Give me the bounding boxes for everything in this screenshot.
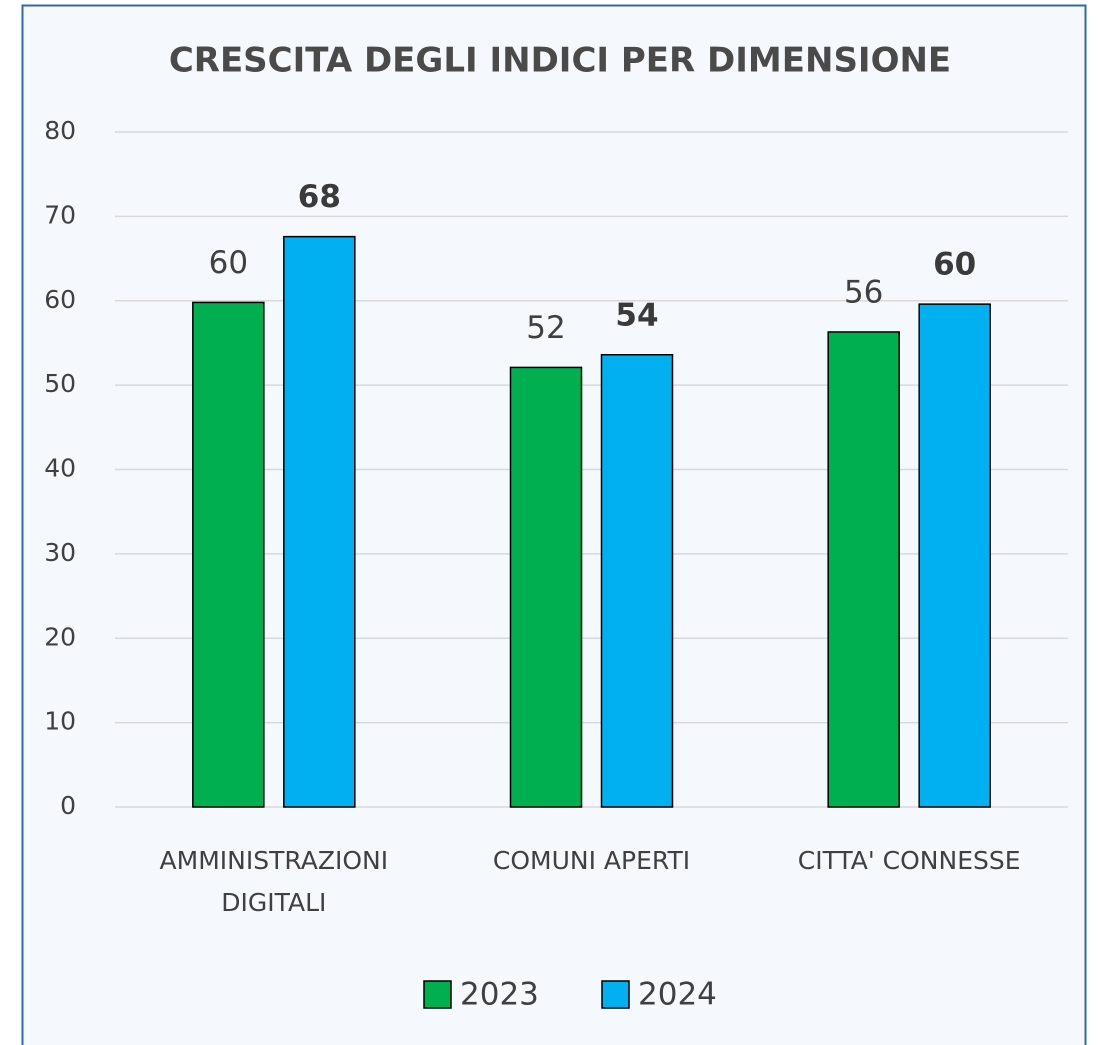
x-tick-label-box: COMUNI APERTI bbox=[492, 846, 691, 875]
legend-label: 2024 bbox=[638, 977, 717, 1013]
data-label: 60 bbox=[933, 247, 976, 283]
y-tick-label: 80 bbox=[44, 116, 76, 145]
bar bbox=[192, 301, 265, 808]
x-tick-label-box: AMMINISTRAZIONI DIGITALI bbox=[159, 846, 389, 917]
x-tick-label: CITTA' CONNESSE bbox=[797, 846, 1021, 875]
data-label: 54 bbox=[615, 297, 658, 333]
data-label: 52 bbox=[526, 310, 565, 346]
bar bbox=[918, 303, 991, 808]
y-tick-label: 10 bbox=[44, 707, 76, 736]
bar bbox=[283, 235, 356, 808]
x-tick-label-box: CITTA' CONNESSE bbox=[797, 846, 1021, 875]
legend-swatch bbox=[423, 980, 452, 1009]
y-tick-label: 50 bbox=[44, 369, 76, 398]
data-label: 68 bbox=[298, 179, 341, 215]
legend-swatch bbox=[601, 980, 630, 1009]
y-tick-label: 70 bbox=[44, 200, 76, 229]
bar bbox=[600, 354, 674, 808]
y-tick-label: 0 bbox=[60, 791, 76, 820]
x-tick-label: COMUNI APERTI bbox=[492, 846, 691, 875]
y-tick-label: 60 bbox=[44, 285, 76, 314]
data-label: 60 bbox=[209, 245, 248, 281]
chart-title: CRESCITA DEGLI INDICI PER DIMENSIONE bbox=[169, 41, 951, 81]
y-tick-label: 30 bbox=[44, 538, 76, 567]
data-label: 56 bbox=[844, 274, 883, 310]
legend-label: 2023 bbox=[460, 977, 539, 1013]
x-tick-label: AMMINISTRAZIONI DIGITALI bbox=[159, 846, 389, 917]
y-tick-label: 20 bbox=[44, 622, 76, 651]
y-tick-label: 40 bbox=[44, 454, 76, 483]
bar bbox=[509, 366, 583, 808]
bar bbox=[827, 331, 900, 808]
